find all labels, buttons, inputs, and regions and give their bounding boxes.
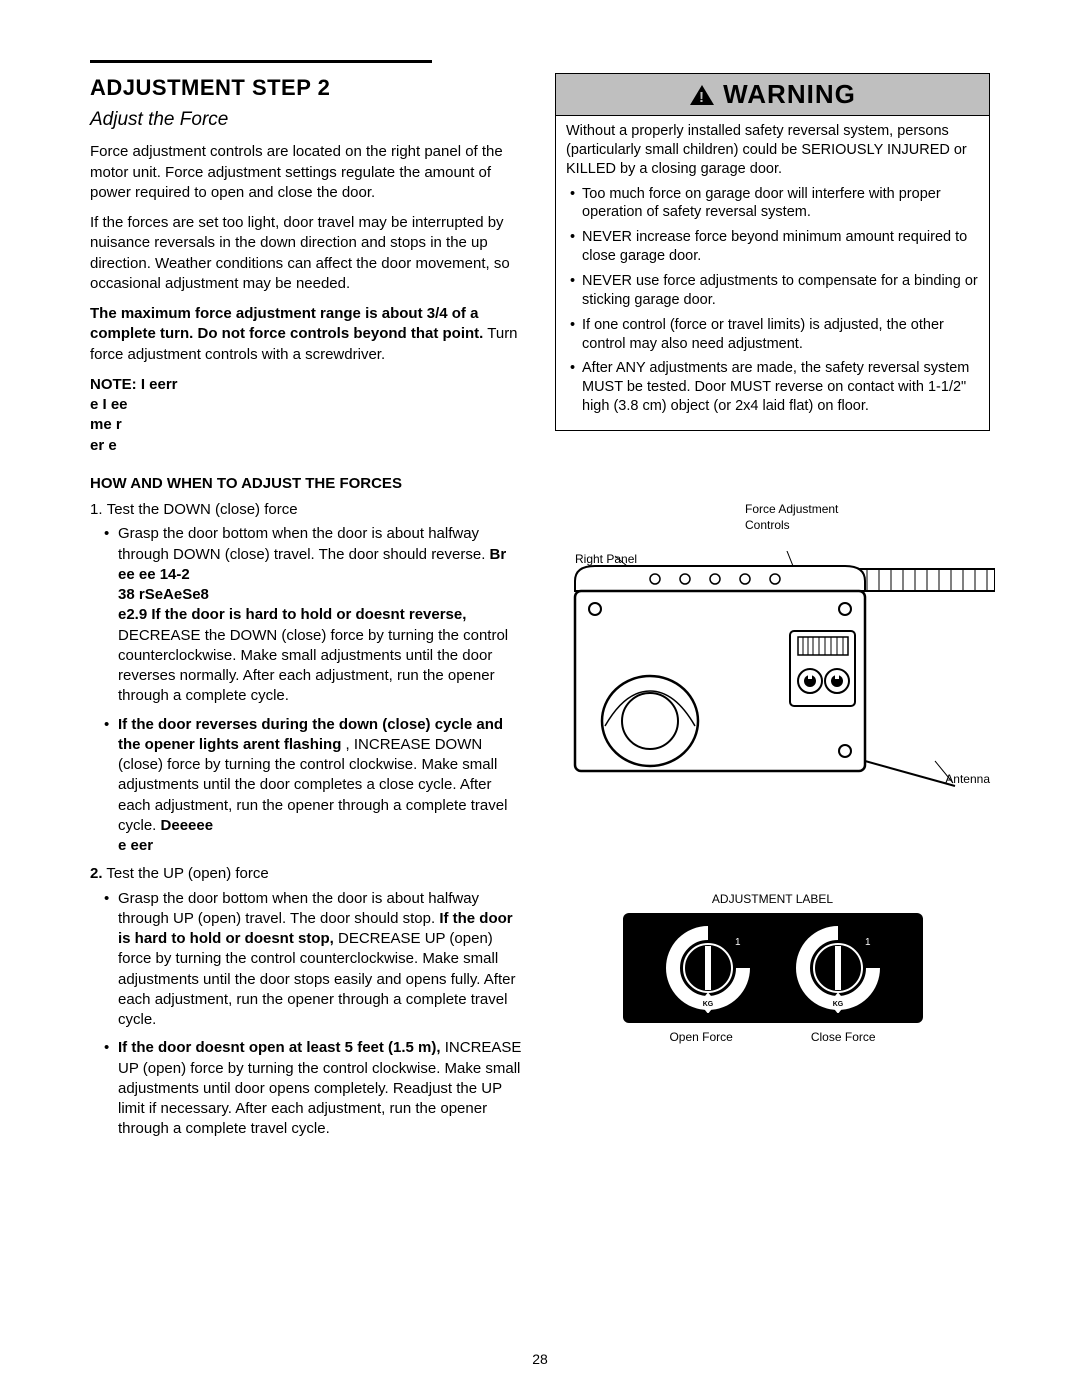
svg-text:9: 9: [807, 937, 813, 948]
left-column: ADJUSTMENT STEP 2 Adjust the Force Force…: [90, 73, 525, 1148]
warning-header: ! WARNING: [556, 74, 989, 116]
intro-para-1: Force adjustment controls are located on…: [90, 142, 525, 203]
forces-heading: HOW AND WHEN TO ADJUST THE FORCES: [90, 474, 525, 494]
step2-title: Test the UP (open) force: [106, 865, 268, 882]
warning-item: After ANY adjustments are made, the safe…: [582, 359, 981, 416]
s2b1-lead: Grasp the door bottom when the door is a…: [118, 890, 479, 927]
svg-text:!: !: [699, 89, 705, 106]
close-force-dial: 9 1 7 3 5 KG: [793, 923, 883, 1013]
warning-box: ! WARNING Without a properly installed s…: [555, 73, 990, 431]
step2-bullet1: Grasp the door bottom when the door is a…: [118, 889, 525, 1031]
top-rule: [90, 60, 432, 63]
warning-item: Too much force on garage door will inter…: [582, 185, 981, 223]
warning-lead: Without a properly installed safety reve…: [566, 122, 981, 179]
svg-text:9: 9: [677, 937, 683, 948]
two-column-layout: ADJUSTMENT STEP 2 Adjust the Force Force…: [90, 73, 990, 1148]
force-controls-label: Force Adjustment Controls: [745, 501, 838, 533]
svg-text:KG: KG: [702, 1001, 713, 1008]
step2-bullet2: If the door doesnt open at least 5 feet …: [118, 1038, 525, 1139]
step1-title: Test the DOWN (close) force: [107, 501, 298, 518]
step1-bullets: Grasp the door bottom when the door is a…: [90, 524, 525, 856]
page-number: 28: [0, 1351, 1080, 1367]
step1-line: 1. Test the DOWN (close) force: [90, 500, 525, 520]
warning-title: WARNING: [723, 77, 856, 112]
warning-list: Too much force on garage door will inter…: [566, 185, 981, 416]
svg-text:7: 7: [669, 970, 675, 981]
svg-text:1: 1: [865, 937, 871, 948]
note-block: NOTE: I eerr e I ee me r er e: [90, 375, 525, 456]
close-force-caption: Close Force: [811, 1029, 876, 1045]
svg-text:7: 7: [799, 970, 805, 981]
open-force-caption: Open Force: [669, 1029, 732, 1045]
antenna-label: Antenna: [945, 771, 990, 787]
intro-para-2: If the forces are set too light, door tr…: [90, 213, 525, 294]
warning-body: Without a properly installed safety reve…: [556, 116, 989, 430]
manual-page: ADJUSTMENT STEP 2 Adjust the Force Force…: [0, 0, 1080, 1397]
max-force-bold: The maximum force adjustment range is ab…: [90, 305, 483, 342]
dial-captions: Open Force Close Force: [555, 1029, 990, 1045]
step1-num: 1.: [90, 501, 103, 518]
step2-bullets: Grasp the door bottom when the door is a…: [90, 889, 525, 1140]
right-column: ! WARNING Without a properly installed s…: [555, 73, 990, 1148]
s1b1-tail: DECREASE the DOWN (close) force by turni…: [118, 627, 508, 705]
adjustment-label-title: ADJUSTMENT LABEL: [555, 891, 990, 907]
step2-num: 2.: [90, 865, 103, 882]
s2b2-bold: If the door doesnt open at least 5 feet …: [118, 1039, 441, 1056]
step2-line: 2. Test the UP (open) force: [90, 864, 525, 884]
motor-unit-svg: [555, 551, 995, 851]
warning-item: NEVER increase force beyond minimum amou…: [582, 228, 981, 266]
intro-para-3: The maximum force adjustment range is ab…: [90, 304, 525, 365]
dial-row: 9 1 7 3 5 KG 9 1 7 3: [623, 913, 923, 1023]
warning-triangle-icon: !: [689, 84, 715, 106]
svg-text:1: 1: [735, 937, 741, 948]
warning-item: NEVER use force adjustments to compensat…: [582, 272, 981, 310]
step1-bullet1: Grasp the door bottom when the door is a…: [118, 524, 525, 706]
warning-item: If one control (force or travel limits) …: [582, 316, 981, 354]
motor-diagram: Force Adjustment Controls Right Panel: [555, 511, 990, 851]
step-subtitle: Adjust the Force: [90, 107, 525, 133]
svg-text:KG: KG: [832, 1001, 843, 1008]
svg-text:3: 3: [741, 970, 747, 981]
step-title: ADJUSTMENT STEP 2: [90, 73, 525, 103]
open-force-dial: 9 1 7 3 5 KG: [663, 923, 753, 1013]
s1b1-lead: Grasp the door bottom when the door is a…: [118, 525, 490, 562]
svg-text:3: 3: [871, 970, 877, 981]
step1-bullet2: If the door reverses during the down (cl…: [118, 715, 525, 857]
